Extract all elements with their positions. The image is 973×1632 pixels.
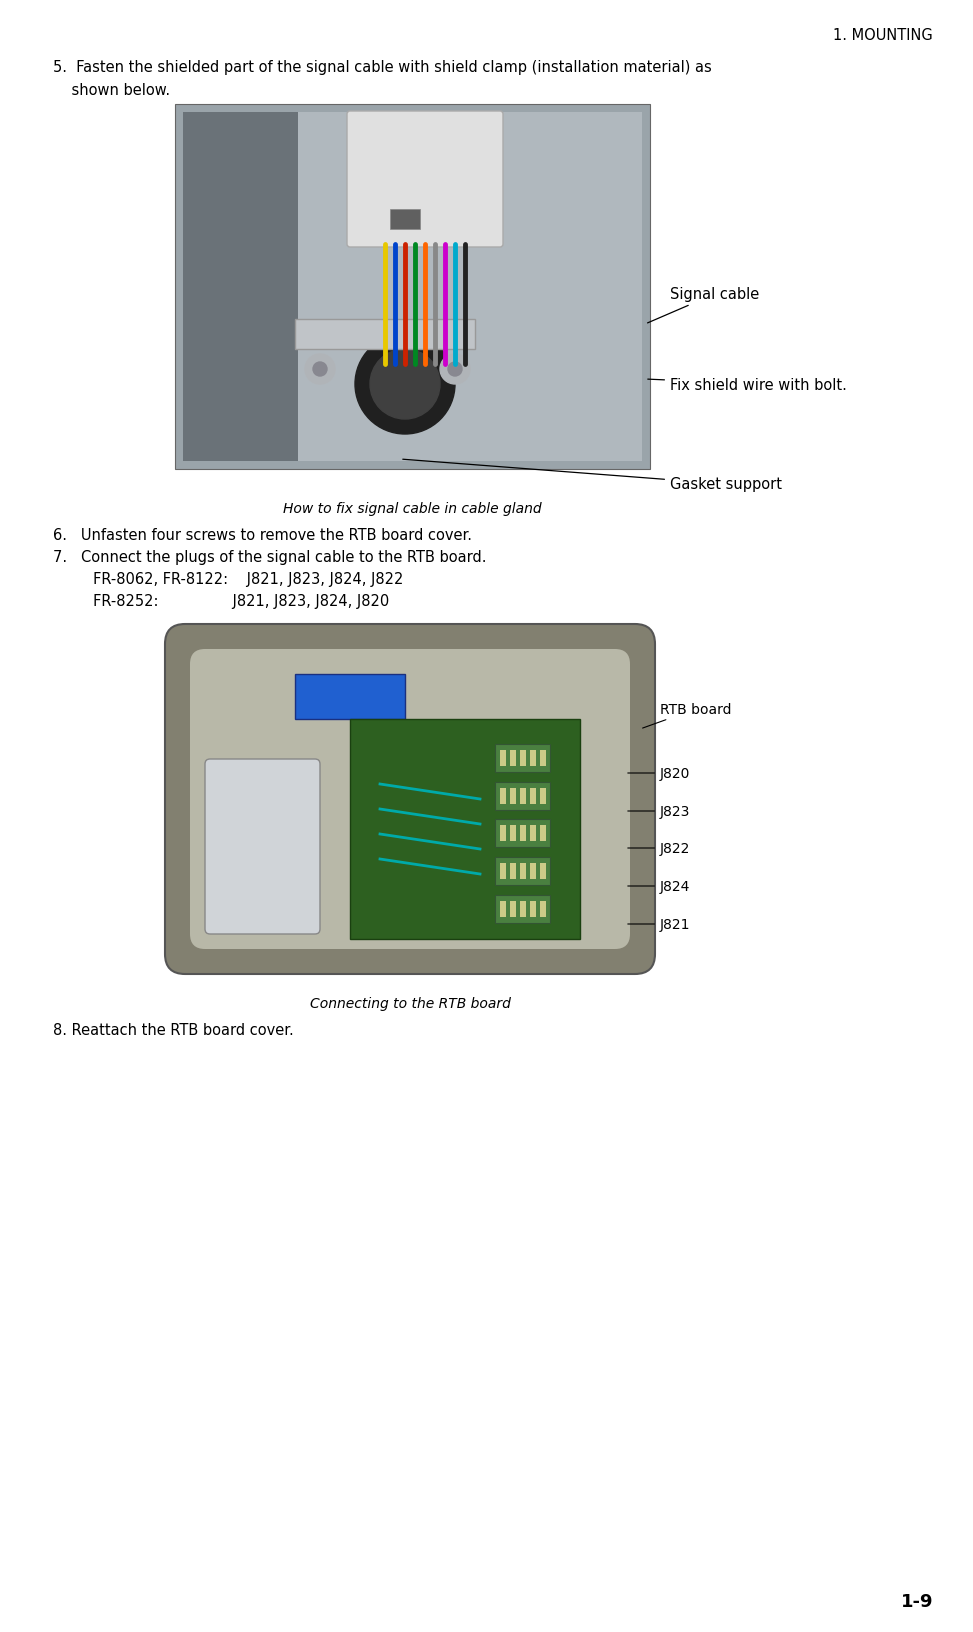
Bar <box>530 901 536 917</box>
Bar <box>510 751 516 767</box>
Text: FR-8252:                J821, J823, J824, J820: FR-8252: J821, J823, J824, J820 <box>70 594 389 609</box>
Bar <box>350 720 580 940</box>
Bar <box>500 751 506 767</box>
Text: 1. MOUNTING: 1. MOUNTING <box>833 28 933 42</box>
Bar <box>530 863 536 880</box>
Bar <box>390 211 420 230</box>
Bar <box>520 751 526 767</box>
Bar <box>510 826 516 842</box>
FancyBboxPatch shape <box>347 113 503 248</box>
Text: J820: J820 <box>628 767 691 780</box>
Bar <box>185 114 315 460</box>
Bar <box>530 826 536 842</box>
Bar <box>183 113 298 462</box>
Text: 5.  Fasten the shielded part of the signal cable with shield clamp (installation: 5. Fasten the shielded part of the signa… <box>53 60 712 75</box>
FancyBboxPatch shape <box>165 625 655 974</box>
Text: 6.   Unfasten four screws to remove the RTB board cover.: 6. Unfasten four screws to remove the RT… <box>53 527 472 543</box>
Bar <box>520 863 526 880</box>
FancyBboxPatch shape <box>190 650 630 950</box>
Bar <box>183 113 642 462</box>
FancyBboxPatch shape <box>205 759 320 935</box>
Bar <box>500 788 506 805</box>
Bar <box>495 857 550 886</box>
Bar <box>175 104 650 470</box>
Text: J823: J823 <box>628 805 691 819</box>
Bar <box>495 896 550 924</box>
Bar <box>520 901 526 917</box>
Bar <box>500 826 506 842</box>
Text: RTB board: RTB board <box>642 702 732 728</box>
Circle shape <box>313 362 327 377</box>
Circle shape <box>448 362 462 377</box>
Text: Connecting to the RTB board: Connecting to the RTB board <box>309 997 511 1010</box>
Bar <box>520 788 526 805</box>
Text: shown below.: shown below. <box>53 83 170 98</box>
Bar <box>495 782 550 811</box>
Text: FR-8062, FR-8122:    J821, J823, J824, J822: FR-8062, FR-8122: J821, J823, J824, J822 <box>70 571 404 586</box>
Bar <box>530 751 536 767</box>
Bar <box>510 863 516 880</box>
Text: 7.   Connect the plugs of the signal cable to the RTB board.: 7. Connect the plugs of the signal cable… <box>53 550 486 565</box>
Text: J824: J824 <box>628 880 691 893</box>
Bar <box>540 826 546 842</box>
Bar <box>540 901 546 917</box>
Bar <box>175 635 645 965</box>
Text: Gasket support: Gasket support <box>403 460 782 493</box>
Bar <box>295 674 405 720</box>
Text: How to fix signal cable in cable gland: How to fix signal cable in cable gland <box>283 501 542 516</box>
Bar <box>540 863 546 880</box>
Bar <box>540 788 546 805</box>
Bar <box>540 751 546 767</box>
Bar <box>495 819 550 847</box>
Text: Fix shield wire with bolt.: Fix shield wire with bolt. <box>648 377 847 392</box>
Bar <box>530 788 536 805</box>
Text: 8. Reattach the RTB board cover.: 8. Reattach the RTB board cover. <box>53 1022 294 1038</box>
Text: 1-9: 1-9 <box>900 1593 933 1611</box>
Circle shape <box>370 349 440 419</box>
Bar <box>500 901 506 917</box>
Bar <box>510 901 516 917</box>
Bar <box>520 826 526 842</box>
Bar <box>295 320 475 349</box>
Bar <box>495 744 550 772</box>
Text: J821: J821 <box>628 917 691 932</box>
Circle shape <box>305 354 335 385</box>
Circle shape <box>440 354 470 385</box>
Text: Signal cable: Signal cable <box>648 287 759 323</box>
Bar <box>500 863 506 880</box>
Circle shape <box>355 335 455 434</box>
Bar <box>510 788 516 805</box>
Text: J822: J822 <box>628 842 691 855</box>
